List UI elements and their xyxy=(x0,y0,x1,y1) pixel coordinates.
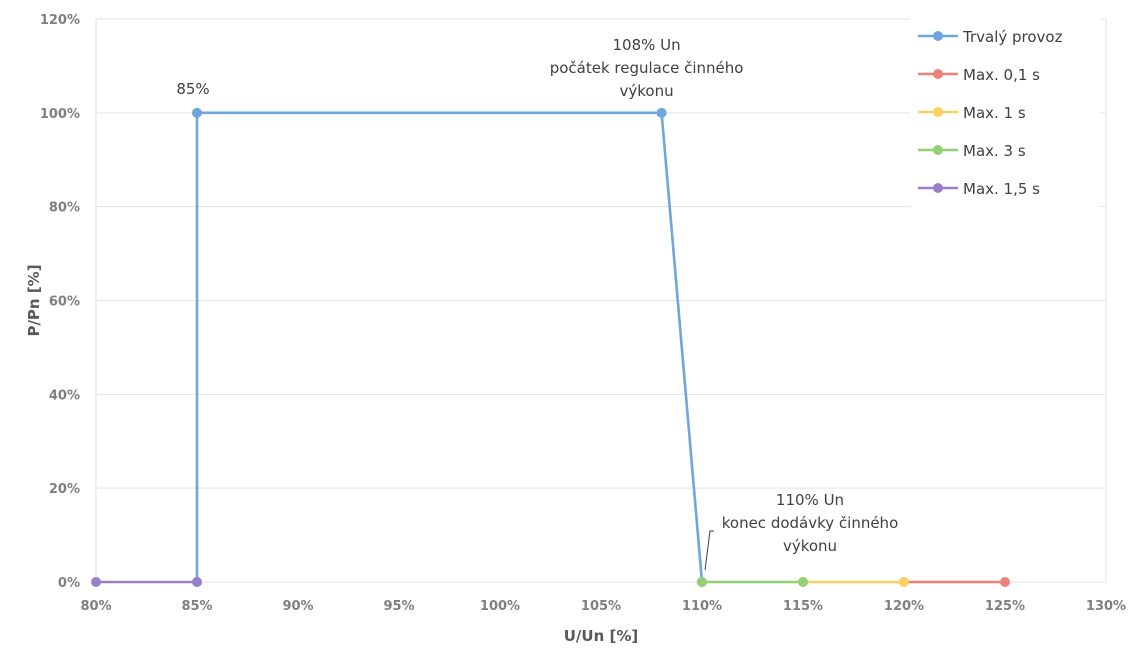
x-tick-label: 90% xyxy=(282,599,313,614)
legend-marker-0 xyxy=(933,31,943,41)
y-tick-label: 40% xyxy=(49,388,80,403)
legend-label: Max. 1 s xyxy=(963,104,1026,122)
data-point-2 xyxy=(899,577,909,587)
data-point-4 xyxy=(91,577,101,587)
data-point-3 xyxy=(798,577,808,587)
y-tick-label: 0% xyxy=(58,576,80,591)
legend-marker-3 xyxy=(933,145,943,155)
x-tick-label: 95% xyxy=(383,599,414,614)
annotation-text: 110% Un xyxy=(776,491,844,509)
x-tick-label: 85% xyxy=(181,599,212,614)
annotation-text: výkonu xyxy=(620,82,674,100)
x-tick-label: 115% xyxy=(783,599,823,614)
legend-marker-4 xyxy=(933,183,943,193)
data-point-0 xyxy=(192,107,202,118)
x-tick-label: 80% xyxy=(80,599,111,614)
legend-label: Max. 0,1 s xyxy=(963,66,1040,84)
y-tick-label: 60% xyxy=(49,295,80,310)
series-line-0 xyxy=(195,111,704,583)
data-point-1 xyxy=(1000,577,1010,587)
legend-marker-2 xyxy=(933,107,943,117)
data-point-4 xyxy=(192,577,202,587)
y-axis-title: P/Pn [%] xyxy=(25,264,43,336)
x-tick-label: 130% xyxy=(1086,599,1126,614)
y-tick-label: 100% xyxy=(40,107,80,122)
annotation-text: počátek regulace činného xyxy=(550,59,744,77)
legend-label: Trvalý provoz xyxy=(962,28,1063,46)
annotation-text: 108% Un xyxy=(613,36,681,54)
x-tick-label: 120% xyxy=(884,599,924,614)
annotation-text: konec dodávky činného xyxy=(722,514,899,532)
annotation-leader-line xyxy=(704,530,714,571)
legend-label: Max. 3 s xyxy=(963,142,1026,160)
data-point-0 xyxy=(656,107,667,118)
annotation-text: 85% xyxy=(176,80,209,98)
legend-marker-1 xyxy=(933,69,943,79)
annotation-text: výkonu xyxy=(783,537,837,555)
y-tick-label: 80% xyxy=(49,201,80,216)
x-tick-label: 105% xyxy=(581,599,621,614)
x-tick-label: 100% xyxy=(480,599,520,614)
y-tick-label: 20% xyxy=(49,482,80,497)
x-tick-label: 110% xyxy=(682,599,722,614)
data-point-3 xyxy=(697,577,707,587)
y-tick-label: 120% xyxy=(40,13,80,28)
legend-label: Max. 1,5 s xyxy=(963,180,1040,198)
x-tick-label: 125% xyxy=(985,599,1025,614)
x-axis-title: U/Un [%] xyxy=(564,627,638,645)
